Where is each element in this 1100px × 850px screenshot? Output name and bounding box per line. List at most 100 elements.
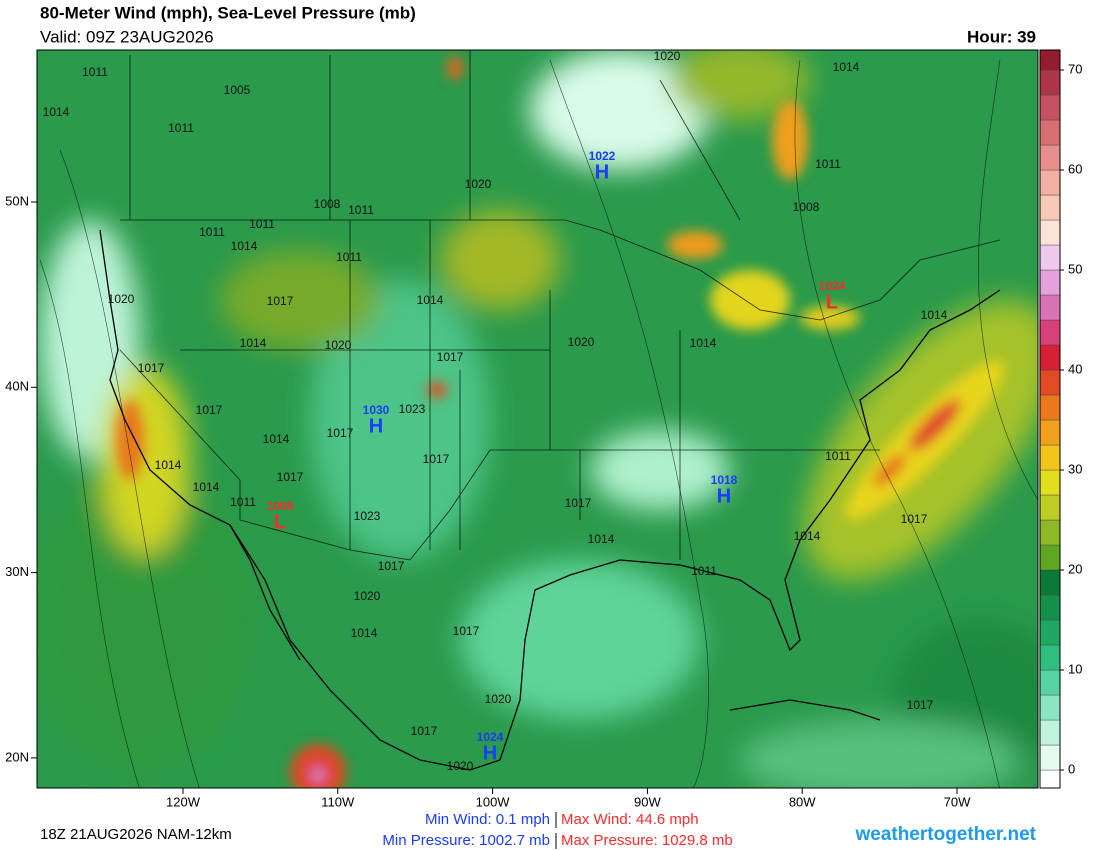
site: weathertogether.net — [854, 824, 1036, 845]
isobar-label: 1014 — [240, 336, 267, 350]
isobar-label: 1014 — [833, 60, 860, 74]
colorbar-label: 0 — [1068, 761, 1075, 776]
lon-label: 120W — [166, 794, 201, 809]
colorbar-band — [1039, 769, 1061, 789]
isobar-label: 1017 — [901, 512, 928, 526]
lat-label: 20N — [5, 749, 29, 764]
isobar-label: 1020 — [325, 338, 352, 352]
isobar-label: 1014 — [263, 432, 290, 446]
colorbar-band — [1039, 594, 1061, 621]
colorbar-band — [1039, 519, 1061, 546]
colorbar-band — [1039, 319, 1061, 346]
colorbar-band — [1039, 244, 1061, 271]
colorbar-label: 70 — [1068, 61, 1082, 76]
isobar-label: 1011 — [815, 157, 841, 171]
max-wind: Max Wind: 44.6 mph — [561, 811, 699, 828]
colorbar-band — [1039, 644, 1061, 671]
lon-label: 70W — [944, 794, 971, 809]
colorbar-band — [1039, 669, 1061, 696]
isobar-label: 1017 — [453, 624, 480, 638]
isobar-label: 1014 — [417, 293, 444, 307]
colorbar-band — [1039, 369, 1061, 396]
forecast-hour: Hour: 39 — [967, 27, 1036, 46]
isobar-label: 1017 — [423, 452, 450, 466]
isobar-label: 1014 — [351, 626, 378, 640]
isobar-label: 1014 — [155, 458, 182, 472]
isobar-label: 1011 — [249, 217, 275, 231]
colorbar-band — [1039, 169, 1061, 196]
colorbar-band — [1039, 744, 1061, 771]
isobar-label: 1017 — [411, 724, 438, 738]
colorbar-frame — [1039, 49, 1061, 789]
center-letter: L — [826, 291, 838, 313]
center-pressure: 1024 — [477, 730, 504, 744]
isobar-label: 1020 — [354, 589, 381, 603]
isobar-label: 1017 — [277, 470, 304, 484]
isobar-label: 1008 — [314, 197, 341, 211]
isobar-label: 1005 — [224, 83, 251, 97]
isobar-label: 1017 — [327, 426, 354, 440]
lat-label: 50N — [5, 193, 29, 208]
isobar-label: 1020 — [465, 177, 492, 191]
lon-label: 80W — [789, 794, 816, 809]
colorbar-band — [1039, 569, 1061, 596]
map-frame — [36, 49, 1039, 789]
colorbar-band — [1039, 544, 1061, 571]
isobar-label: 1017 — [565, 496, 592, 510]
lat-label: 30N — [5, 564, 29, 579]
colorbar-band — [1039, 419, 1061, 446]
isobar-label: 1014 — [43, 105, 70, 119]
isobar-label: 1023 — [354, 509, 381, 523]
colorbar-band — [1039, 494, 1061, 521]
colorbar-label: 50 — [1068, 261, 1082, 276]
center-pressure: 1008 — [267, 499, 294, 513]
colorbar-band — [1039, 219, 1061, 246]
center-pressure: 1030 — [363, 403, 390, 417]
min-wind: Min Wind: 0.1 mph — [425, 811, 550, 828]
isobar-label: 1014 — [794, 529, 821, 543]
colorbar-band — [1039, 94, 1061, 121]
colorbar-band — [1039, 394, 1061, 421]
colorbar-band — [1039, 619, 1061, 646]
isobar-label: 1011 — [82, 65, 108, 79]
isobar-label: 1017 — [378, 559, 405, 573]
colorbar-band — [1039, 194, 1061, 221]
colorbar-band — [1039, 69, 1061, 96]
colorbar-label: 30 — [1068, 461, 1082, 476]
center-pressure: 1024 — [819, 279, 846, 293]
isobar-label: 1020 — [568, 335, 595, 349]
isobar-label: 1020 — [108, 292, 135, 306]
isobar-label: 1011 — [230, 495, 256, 509]
center-pressure: 1022 — [589, 149, 616, 163]
center-letter: L — [274, 511, 286, 533]
isobar-label: 1011 — [691, 564, 717, 578]
isobar-label: 1011 — [348, 203, 374, 217]
isobar-label: 1014 — [193, 480, 220, 494]
lon-label: 90W — [634, 794, 661, 809]
isobar-label: 1023 — [399, 402, 426, 416]
max-pressure: Max Pressure: 1029.8 mb — [561, 832, 733, 849]
colorbar-band — [1039, 444, 1061, 471]
colorbar-band — [1039, 49, 1061, 71]
center-letter: H — [369, 415, 383, 437]
lon-label: 110W — [321, 794, 355, 809]
title: 80-Meter Wind (mph), Sea-Level Pressure … — [40, 3, 416, 22]
isobar-label: 1017 — [196, 403, 223, 417]
isobar-label: 1008 — [793, 200, 820, 214]
isobar-label: 1017 — [437, 350, 464, 364]
colorbar-label: 20 — [1068, 561, 1082, 576]
borders — [119, 50, 1001, 561]
lat-label: 40N — [5, 379, 29, 394]
colorbar-band — [1039, 694, 1061, 721]
isobar-label: 1011 — [199, 225, 225, 239]
isobar-label: 1017 — [907, 698, 934, 712]
colorbar-band — [1039, 269, 1061, 296]
isobar-label: 1014 — [921, 308, 948, 322]
isobar-label: 1017 — [267, 294, 294, 308]
isobar-label: 1014 — [588, 532, 615, 546]
isobar-label: 1020 — [654, 49, 681, 63]
colorbar-band — [1039, 344, 1061, 371]
center-letter: H — [717, 485, 731, 507]
valid-time: Valid: 09Z 23AUG2026 — [40, 27, 214, 46]
colorbar-band — [1039, 294, 1061, 321]
